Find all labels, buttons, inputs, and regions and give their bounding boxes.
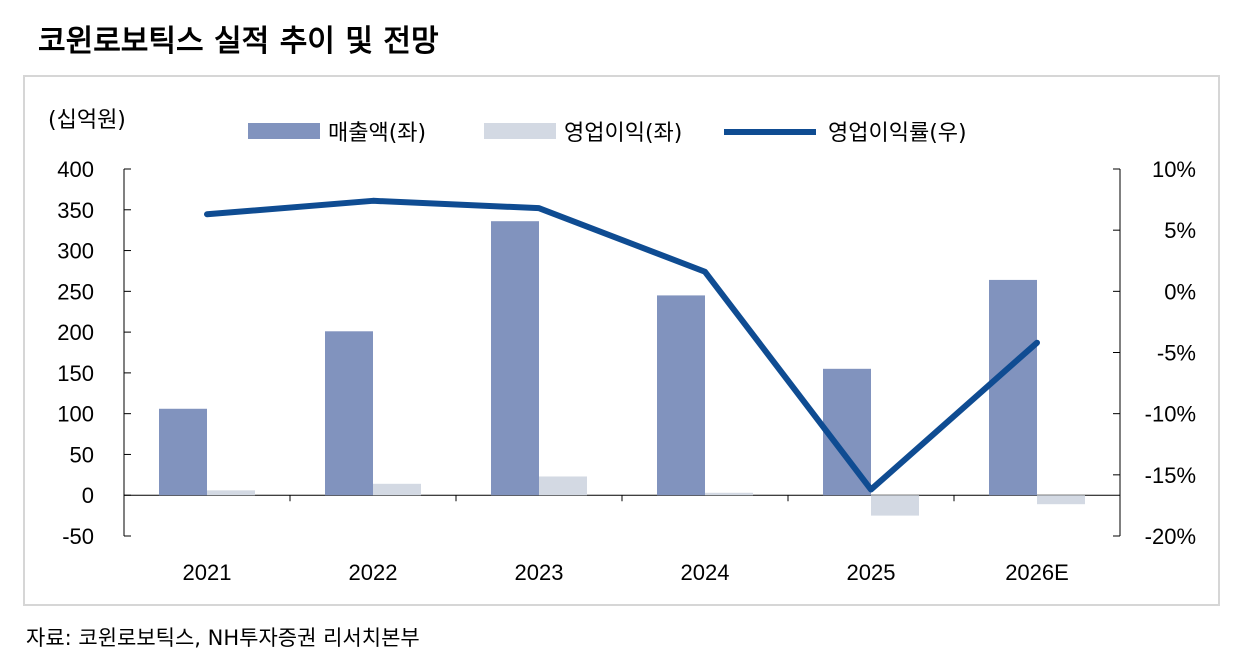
left-tick-label: 200	[57, 320, 94, 345]
bar-op-profit	[705, 492, 753, 496]
margin-line	[204, 197, 1040, 493]
left-tick-label: 350	[57, 198, 94, 223]
right-tick-label: -20%	[1145, 524, 1196, 549]
bar-op-profit	[207, 490, 255, 496]
right-tick-label: 0%	[1164, 279, 1196, 304]
left-tick-label: 100	[57, 402, 94, 427]
category-label: 2023	[515, 560, 564, 585]
chart-frame	[23, 75, 1220, 606]
category-label: 2024	[681, 560, 730, 585]
bar-revenue	[657, 295, 705, 496]
bar-op-profit	[871, 495, 919, 516]
right-tick-label: -15%	[1145, 463, 1196, 488]
left-tick-label: 0	[82, 483, 94, 508]
category-label: 2022	[349, 560, 398, 585]
category-label: 2026E	[1005, 560, 1069, 585]
right-tick-label: -10%	[1145, 402, 1196, 427]
left-tick-label: 300	[57, 239, 94, 264]
bar-op-profit	[539, 476, 587, 496]
axis-labels: -50 0 50 100 150 200 250 300 350 400 -20% -15% -10% -…	[57, 157, 1196, 585]
legend-swatch-op-profit	[484, 123, 556, 139]
category-label: 2021	[183, 560, 232, 585]
left-tick-label: -50	[62, 524, 94, 549]
bar-revenue	[159, 408, 207, 496]
bar-revenue	[325, 331, 373, 496]
right-tick-label: 5%	[1164, 218, 1196, 243]
chart-title: 코윈로보틱스 실적 추이 및 전망	[38, 24, 439, 59]
right-tick-label: -5%	[1157, 341, 1196, 366]
left-tick-label: 150	[57, 361, 94, 386]
left-tick-label: 50	[70, 442, 94, 467]
unit-label: (십억원)	[48, 108, 126, 133]
bar-op-profit	[373, 483, 421, 496]
category-label: 2025	[847, 560, 896, 585]
line-op-margin	[204, 197, 1040, 493]
left-tick-label: 400	[57, 157, 94, 182]
axes	[123, 168, 1121, 537]
bar-op-profit	[1037, 495, 1085, 505]
left-tick-label: 250	[57, 279, 94, 304]
legend-label-op-margin: 영업이익률(우)	[828, 121, 967, 146]
legend-label-revenue: 매출액(좌)	[328, 121, 426, 146]
bars	[159, 221, 1085, 516]
legend-label-op-profit: 영업이익(좌)	[564, 121, 682, 146]
bar-revenue	[491, 221, 539, 496]
bar-revenue	[989, 279, 1037, 496]
legend: 매출액(좌) 영업이익(좌) 영업이익률(우)	[248, 121, 967, 146]
legend-swatch-revenue	[248, 123, 320, 139]
source-note: 자료: 코윈로보틱스, NH투자증권 리서치본부	[26, 626, 420, 650]
right-tick-label: 10%	[1152, 157, 1196, 182]
